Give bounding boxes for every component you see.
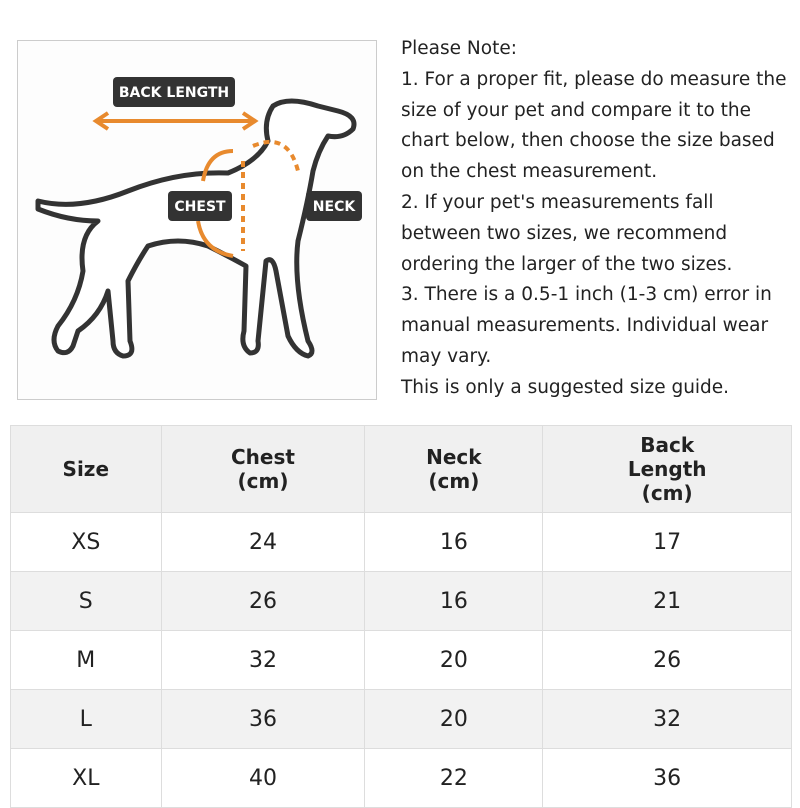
table-cell: 16 bbox=[364, 571, 544, 631]
table-cell: 26 bbox=[160, 571, 366, 631]
table-cell: 21 bbox=[542, 571, 792, 631]
table-cell: 24 bbox=[160, 512, 366, 572]
table-cell: 22 bbox=[364, 748, 544, 808]
table-cell: M bbox=[10, 630, 162, 690]
table-cell: 36 bbox=[542, 748, 792, 808]
header-cell: Neck (cm) bbox=[364, 425, 544, 513]
notes-footer: This is only a suggested size guide. bbox=[401, 376, 730, 398]
table-cell: 17 bbox=[542, 512, 792, 572]
table-cell: 20 bbox=[364, 689, 544, 749]
table-row: XL 40 22 36 bbox=[10, 748, 792, 808]
table-row: S 26 16 21 bbox=[10, 571, 792, 631]
note: 1. For a proper fit, please do measure t… bbox=[401, 68, 787, 183]
table-cell: 16 bbox=[364, 512, 544, 572]
table-cell: 36 bbox=[160, 689, 366, 749]
arrows bbox=[92, 111, 300, 258]
table-row: XS 24 16 17 bbox=[10, 512, 792, 572]
table-row: M 32 20 26 bbox=[10, 630, 792, 690]
header-cell: Size bbox=[10, 425, 162, 513]
table-cell: XS bbox=[10, 512, 162, 572]
labels: BACK LENGTH CHEST NECK bbox=[113, 77, 362, 221]
measure-figure: BACK LENGTH CHEST NECK bbox=[17, 40, 377, 400]
table-cell: 32 bbox=[542, 689, 792, 749]
table-cell: L bbox=[10, 689, 162, 749]
note: 2. If your pet's measurements fall betwe… bbox=[401, 191, 733, 275]
header-cell: Chest (cm) bbox=[160, 425, 366, 513]
neck-label: NECK bbox=[313, 199, 357, 215]
header-row: Size Chest (cm) Neck (cm) Back Length (cm) bbox=[10, 425, 792, 513]
table-cell: 40 bbox=[160, 748, 366, 808]
dog-outline bbox=[35, 98, 357, 359]
size-table: Size Chest (cm) Neck (cm) Back Length (cm) X… bbox=[10, 425, 792, 808]
table-cell: 32 bbox=[160, 630, 366, 690]
table-cell: S bbox=[10, 571, 162, 631]
table-cell: 20 bbox=[364, 630, 544, 690]
table-row: L 36 20 32 bbox=[10, 689, 792, 749]
table-cell: 26 bbox=[542, 630, 792, 690]
chest-label: CHEST bbox=[174, 199, 226, 215]
dog-diagram: BACK LENGTH CHEST NECK bbox=[35, 77, 362, 359]
notes-heading: Please Note: bbox=[401, 38, 517, 59]
header-cell: Back Length (cm) bbox=[542, 425, 792, 513]
back-length-label: BACK LENGTH bbox=[119, 85, 229, 101]
note: 3. There is a 0.5-1 inch (1-3 cm) error … bbox=[401, 284, 772, 367]
notes: Please Note: 1. For a proper fit, please… bbox=[401, 34, 796, 404]
table-cell: XL bbox=[10, 748, 162, 808]
